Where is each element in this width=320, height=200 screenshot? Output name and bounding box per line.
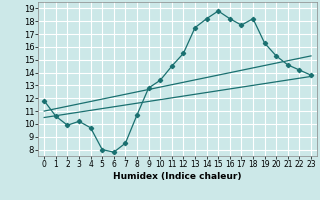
- X-axis label: Humidex (Indice chaleur): Humidex (Indice chaleur): [113, 172, 242, 181]
